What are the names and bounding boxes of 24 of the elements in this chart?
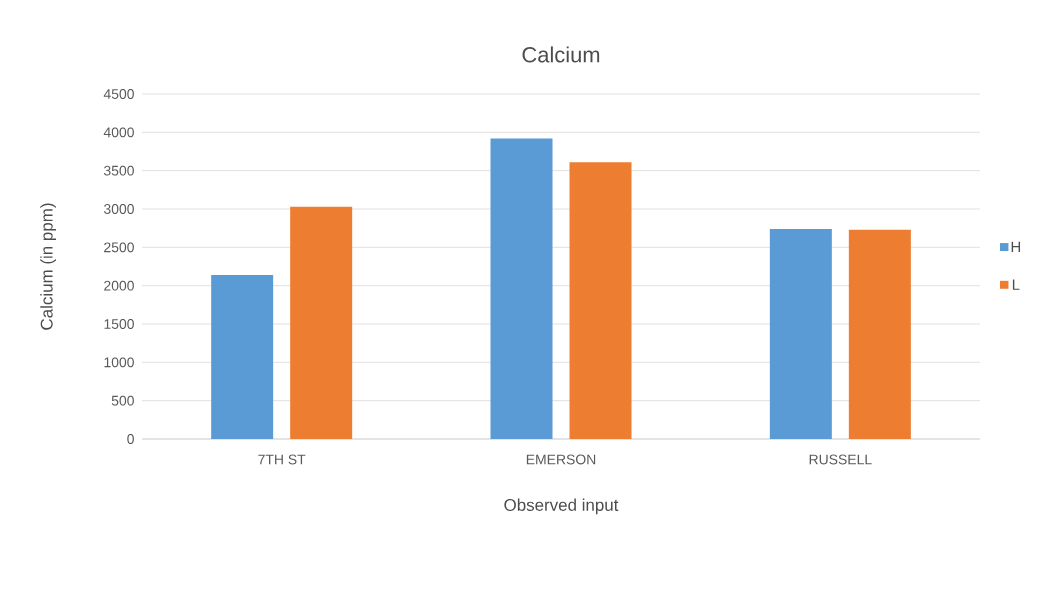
bar [290, 206, 353, 439]
bar [211, 274, 274, 439]
y-tick-label: 500 [111, 395, 134, 406]
bar [769, 228, 832, 439]
y-tick-label: 4500 [103, 89, 134, 99]
x-axis-title: Observed input [504, 498, 619, 515]
x-tick-label: EMERSON [526, 454, 596, 465]
y-tick-label: 2000 [104, 280, 134, 291]
bar [848, 229, 911, 439]
y-tick-label: 1500 [104, 319, 134, 329]
y-tick-label: 4000 [103, 127, 134, 138]
y-tick-label: 0 [127, 434, 134, 444]
y-tick-label: 3000 [103, 204, 134, 214]
legend-label: H [1011, 241, 1021, 253]
legend-label: L [1012, 279, 1020, 290]
bar [569, 162, 632, 439]
chart-title: Calcium [522, 46, 600, 63]
x-tick-label: RUSSELL [809, 454, 872, 465]
x-tick-label: 7TH ST [258, 454, 306, 465]
bar [490, 138, 553, 439]
y-tick-label: 1000 [104, 357, 134, 368]
y-tick-label: 2500 [104, 242, 134, 253]
y-tick-label: 3500 [103, 165, 134, 176]
y-axis-title: Calcium (in ppm) [40, 203, 57, 330]
